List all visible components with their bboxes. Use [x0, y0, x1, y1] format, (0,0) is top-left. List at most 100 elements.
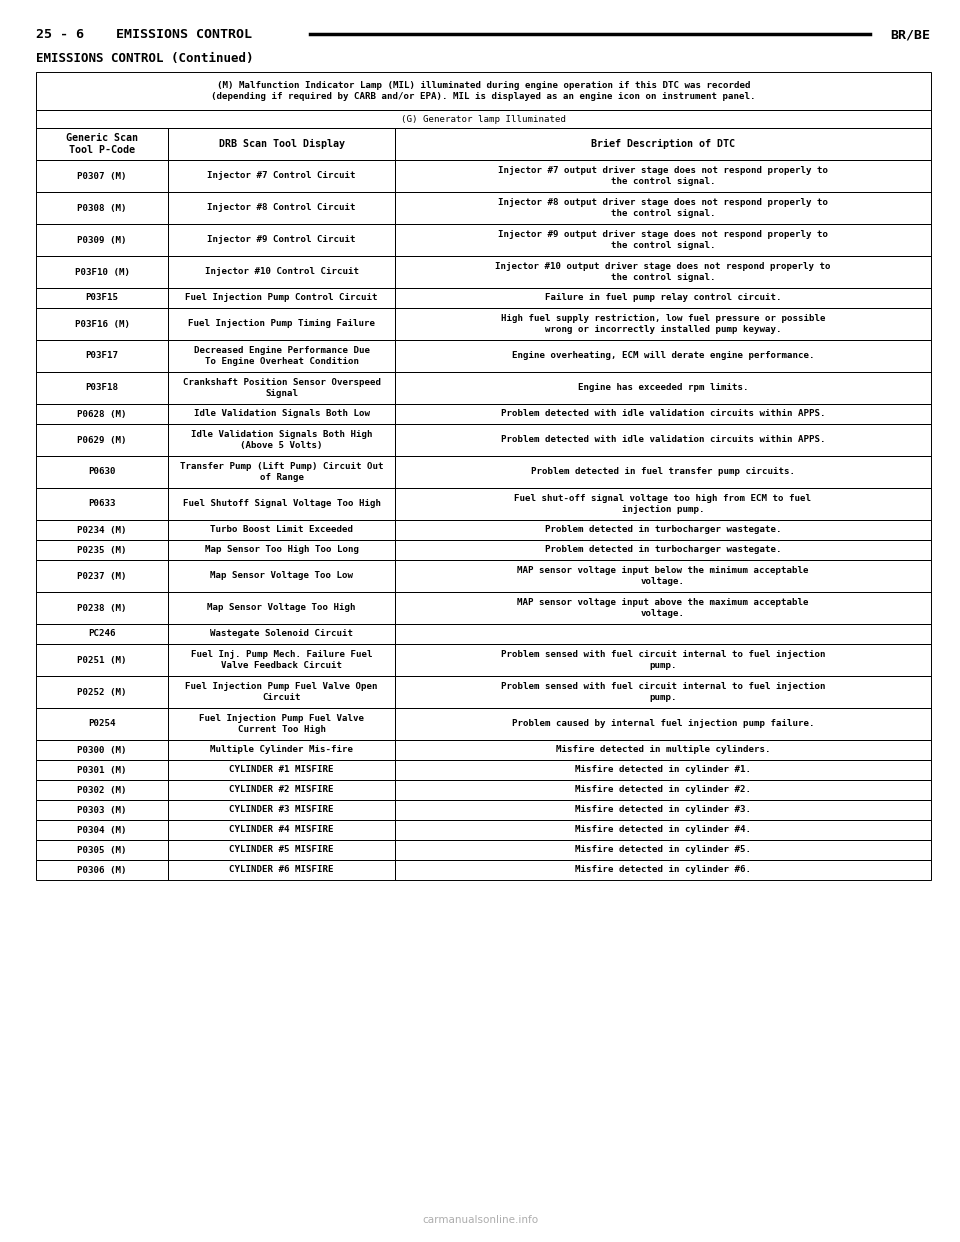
Bar — [168, 224, 395, 256]
Text: Fuel Injection Pump Control Circuit: Fuel Injection Pump Control Circuit — [185, 293, 378, 303]
Bar — [395, 488, 931, 520]
Bar — [36, 72, 931, 111]
Bar — [395, 288, 931, 308]
Text: Injector #10 Control Circuit: Injector #10 Control Circuit — [204, 267, 359, 277]
Bar — [36, 373, 168, 404]
Text: Injector #7 output driver stage does not respond properly to
the control signal.: Injector #7 output driver stage does not… — [498, 166, 828, 186]
Text: P0305 (M): P0305 (M) — [78, 846, 127, 854]
Bar — [395, 224, 931, 256]
Text: P0235 (M): P0235 (M) — [78, 545, 127, 554]
Bar — [395, 456, 931, 488]
Text: Map Sensor Too High Too Long: Map Sensor Too High Too Long — [204, 545, 359, 554]
Text: Misfire detected in cylinder #3.: Misfire detected in cylinder #3. — [575, 806, 751, 815]
Bar — [36, 256, 168, 288]
Text: P0234 (M): P0234 (M) — [78, 525, 127, 534]
Text: Idle Validation Signals Both High
(Above 5 Volts): Idle Validation Signals Both High (Above… — [191, 430, 372, 450]
Bar — [36, 404, 168, 424]
Text: CYLINDER #2 MISFIRE: CYLINDER #2 MISFIRE — [229, 785, 334, 795]
Bar — [395, 760, 931, 780]
Bar — [395, 128, 931, 160]
Text: P0309 (M): P0309 (M) — [78, 236, 127, 245]
Text: Problem sensed with fuel circuit internal to fuel injection
pump.: Problem sensed with fuel circuit interna… — [501, 682, 826, 702]
Text: P03F16 (M): P03F16 (M) — [75, 319, 130, 328]
Text: P0252 (M): P0252 (M) — [78, 688, 127, 697]
Bar — [36, 592, 168, 623]
Text: Multiple Cylinder Mis-fire: Multiple Cylinder Mis-fire — [210, 745, 353, 754]
Text: Failure in fuel pump relay control circuit.: Failure in fuel pump relay control circu… — [544, 293, 781, 303]
Text: P0237 (M): P0237 (M) — [78, 571, 127, 580]
Text: Misfire detected in cylinder #6.: Misfire detected in cylinder #6. — [575, 866, 751, 874]
Text: P0304 (M): P0304 (M) — [78, 826, 127, 835]
Text: Fuel Injection Pump Fuel Valve Open
Circuit: Fuel Injection Pump Fuel Valve Open Circ… — [185, 682, 378, 702]
Bar — [36, 424, 168, 456]
Bar — [36, 224, 168, 256]
Text: Injector #9 Control Circuit: Injector #9 Control Circuit — [207, 236, 356, 245]
Bar — [168, 456, 395, 488]
Text: DRB Scan Tool Display: DRB Scan Tool Display — [219, 139, 345, 149]
Bar — [395, 800, 931, 820]
Text: Injector #8 output driver stage does not respond properly to
the control signal.: Injector #8 output driver stage does not… — [498, 199, 828, 217]
Bar — [36, 623, 168, 645]
Bar — [168, 740, 395, 760]
Text: Wastegate Solenoid Circuit: Wastegate Solenoid Circuit — [210, 630, 353, 638]
Bar — [36, 288, 168, 308]
Text: P03F17: P03F17 — [85, 351, 119, 360]
Bar — [168, 404, 395, 424]
Bar — [168, 128, 395, 160]
Text: P03F10 (M): P03F10 (M) — [75, 267, 130, 277]
Text: Turbo Boost Limit Exceeded: Turbo Boost Limit Exceeded — [210, 525, 353, 534]
Bar — [168, 540, 395, 560]
Bar — [395, 308, 931, 340]
Text: P0238 (M): P0238 (M) — [78, 604, 127, 612]
Bar — [395, 340, 931, 373]
Bar — [395, 623, 931, 645]
Text: (M) Malfunction Indicator Lamp (MIL) illuminated during engine operation if this: (M) Malfunction Indicator Lamp (MIL) ill… — [211, 81, 756, 101]
Text: P0306 (M): P0306 (M) — [78, 866, 127, 874]
Text: Injector #8 Control Circuit: Injector #8 Control Circuit — [207, 204, 356, 212]
Bar — [168, 623, 395, 645]
Text: Map Sensor Voltage Too Low: Map Sensor Voltage Too Low — [210, 571, 353, 580]
Bar — [168, 708, 395, 740]
Text: P0251 (M): P0251 (M) — [78, 656, 127, 664]
Bar — [168, 288, 395, 308]
Text: carmanualsonline.info: carmanualsonline.info — [422, 1215, 538, 1225]
Bar — [395, 256, 931, 288]
Bar — [36, 708, 168, 740]
Text: Idle Validation Signals Both Low: Idle Validation Signals Both Low — [194, 410, 370, 419]
Text: Brief Description of DTC: Brief Description of DTC — [591, 139, 735, 149]
Bar — [36, 780, 168, 800]
Bar — [36, 456, 168, 488]
Bar — [36, 340, 168, 373]
Text: P0628 (M): P0628 (M) — [78, 410, 127, 419]
Bar — [168, 488, 395, 520]
Bar — [168, 840, 395, 859]
Text: CYLINDER #1 MISFIRE: CYLINDER #1 MISFIRE — [229, 765, 334, 775]
Text: CYLINDER #6 MISFIRE: CYLINDER #6 MISFIRE — [229, 866, 334, 874]
Bar — [168, 256, 395, 288]
Text: Problem detected in fuel transfer pump circuits.: Problem detected in fuel transfer pump c… — [531, 467, 795, 477]
Text: Problem sensed with fuel circuit internal to fuel injection
pump.: Problem sensed with fuel circuit interna… — [501, 651, 826, 669]
Text: Problem detected with idle validation circuits within APPS.: Problem detected with idle validation ci… — [501, 410, 826, 419]
Bar — [168, 560, 395, 592]
Bar — [395, 424, 931, 456]
Bar — [36, 859, 168, 881]
Text: CYLINDER #4 MISFIRE: CYLINDER #4 MISFIRE — [229, 826, 334, 835]
Text: P03F15: P03F15 — [85, 293, 119, 303]
Bar — [36, 128, 168, 160]
Bar — [168, 424, 395, 456]
Bar — [36, 488, 168, 520]
Text: Transfer Pump (Lift Pump) Circuit Out
of Range: Transfer Pump (Lift Pump) Circuit Out of… — [180, 462, 383, 482]
Bar — [168, 859, 395, 881]
Text: Engine has exceeded rpm limits.: Engine has exceeded rpm limits. — [578, 384, 748, 392]
Text: Problem detected with idle validation circuits within APPS.: Problem detected with idle validation ci… — [501, 436, 826, 445]
Text: Misfire detected in cylinder #5.: Misfire detected in cylinder #5. — [575, 846, 751, 854]
Text: Misfire detected in cylinder #4.: Misfire detected in cylinder #4. — [575, 826, 751, 835]
Text: Fuel Injection Pump Fuel Valve
Current Too High: Fuel Injection Pump Fuel Valve Current T… — [199, 714, 364, 734]
Bar — [168, 308, 395, 340]
Bar — [395, 780, 931, 800]
Text: Injector #9 output driver stage does not respond properly to
the control signal.: Injector #9 output driver stage does not… — [498, 230, 828, 250]
Bar — [168, 193, 395, 224]
Bar — [168, 760, 395, 780]
Text: P0254: P0254 — [88, 719, 116, 729]
Text: Misfire detected in multiple cylinders.: Misfire detected in multiple cylinders. — [556, 745, 770, 754]
